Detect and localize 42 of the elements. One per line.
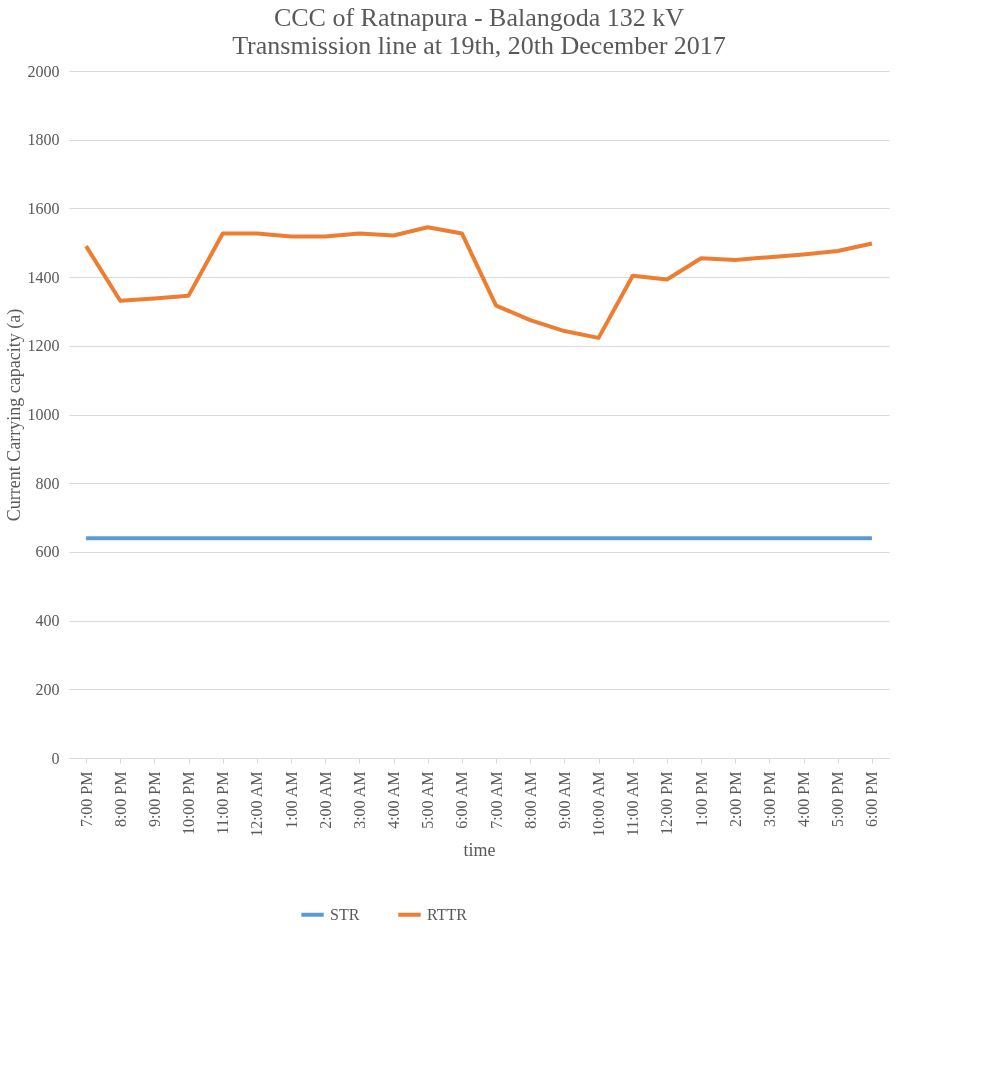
x-tick-label: 9:00 PM [145, 771, 163, 828]
legend-label: STR [330, 905, 360, 923]
y-tick-label: 400 [35, 612, 60, 630]
x-tick-label: 12:00 AM [248, 771, 266, 837]
y-tick-label: 1600 [27, 199, 60, 217]
x-axis-title: time [463, 839, 496, 860]
x-tick-label: 5:00 AM [419, 771, 437, 829]
x-tick-label: 3:00 AM [350, 771, 368, 829]
x-tick-label: 11:00 AM [624, 771, 642, 837]
y-tick-label: 1800 [27, 131, 60, 149]
x-tick-label: 4:00 AM [385, 771, 403, 829]
line-series [84, 225, 874, 340]
x-tick-label: 2:00 AM [316, 771, 334, 829]
x-tick-label: 7:00 PM [77, 771, 95, 828]
x-tick-label: 6:00 PM [863, 771, 881, 828]
y-tick-label: 1400 [27, 268, 60, 286]
x-tick-label: 9:00 AM [555, 771, 573, 829]
text: Transmission line at 19th, 20th December 2017 [232, 31, 726, 60]
x-tick-label: 8:00 AM [521, 771, 539, 829]
y-tick-label: 1200 [27, 337, 60, 355]
y-tick-label: 1000 [27, 406, 60, 423]
x-tick-label: 10:00 PM [180, 771, 198, 836]
y-tick-label: 800 [35, 474, 60, 492]
text: CCC of Ratnapura - Balangoda 132 kV [273, 3, 685, 32]
x-tick-label: 2:00 PM [726, 771, 744, 828]
y-axis-title: Current Carrying capacity (a) [3, 308, 25, 522]
y-tick-label: 2000 [27, 62, 60, 80]
x-tick-label: 10:00 AM [590, 771, 608, 837]
x-tick-label: 3:00 PM [760, 771, 778, 828]
legend-label: RTTR [427, 905, 468, 923]
x-tick-label: 5:00 PM [829, 771, 847, 828]
x-tick-label: 4:00 PM [795, 771, 813, 828]
x-tick-label: 11:00 PM [214, 771, 232, 835]
x-tick-label: 1:00 AM [282, 771, 300, 829]
x-tick-label: 6:00 AM [453, 771, 471, 829]
x-tick-label: 1:00 PM [692, 771, 710, 828]
x-tick-label: 7:00 AM [487, 771, 505, 829]
y-tick-label: 200 [35, 680, 60, 698]
x-tick-label: 12:00 PM [658, 771, 676, 836]
y-tick-label: 0 [51, 749, 60, 767]
x-tick-label: 8:00 PM [111, 771, 129, 828]
y-tick-label: 600 [35, 543, 60, 561]
